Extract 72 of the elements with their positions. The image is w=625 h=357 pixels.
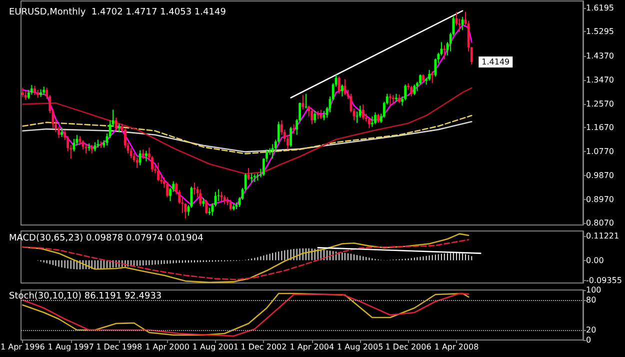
x-tick-label: 1 Apr 1996 [0,342,45,352]
x-tick-label: 1 Aug 1997 [48,342,94,352]
candlestick [310,108,314,125]
y-tick-label: 1.1670 [586,123,614,132]
candlestick [34,85,36,96]
text: EURUSD,Monthly 1.4702 1.4717 1.4053 1.4149 [9,8,226,18]
chart-title: MACD(30,65,23) 0.09878 0.07974 0.01904 [9,234,204,244]
line-series [22,114,472,154]
x-tick-label: 1 Apr 2008 [434,342,479,352]
y-tick-label: 0.00 [586,256,604,265]
candlestick [114,117,118,132]
candlestick [292,124,295,134]
candlestick [314,110,316,124]
candlestick [362,104,364,120]
y-tick-label: 100 [586,286,602,294]
candlestick [205,199,208,214]
y-tick-label: 1.4370 [586,52,614,61]
candlestick [413,84,416,96]
candlestick [138,150,142,166]
candlestick [30,84,33,96]
y-tick-label: 0 [586,336,592,344]
candlestick [271,144,274,160]
x-tick-label: 1 Dec 2002 [240,342,287,352]
annotation: 1.4149 [482,57,510,66]
candlestick [443,44,446,60]
x-tick-label: 1 Aug 2001 [192,342,239,352]
candlestick [388,93,392,106]
candlestick [290,126,292,148]
x-tick-label: 1 Dec 2006 [385,342,432,352]
y-tick-label: 0.11221 [586,231,620,240]
candlestick [304,93,308,109]
y-tick-label: 1.6195 [586,3,614,12]
y-tick-label: 1.3470 [586,75,614,84]
candlestick [338,76,340,94]
line-series [22,120,472,152]
y-tick-label: 1.2570 [586,99,614,108]
candlestick [142,148,144,160]
candlestick [377,113,380,124]
candlestick [410,85,413,97]
y-tick-label: 0.8070 [586,218,614,228]
candlestick [145,150,148,162]
candlestick [368,117,370,129]
candlestick [157,162,160,182]
candlestick [223,194,226,205]
candlestick [21,87,24,98]
y-tick-label: 80 [586,296,596,304]
y-tick-label: 20 [586,326,596,334]
y-tick-label: 1.5295 [586,27,614,36]
candlestick [28,89,30,100]
candlestick [247,168,250,180]
candlestick [136,156,138,169]
y-tick-label: 0.9870 [586,170,614,180]
candlestick [340,84,344,97]
candlestick [374,112,376,125]
y-tick-label: -0.09355 [586,276,622,286]
candlestick [370,116,374,128]
candlestick [94,142,96,152]
candlestick [166,182,168,198]
x-tick-label: 1 Apr 2000 [145,342,190,352]
line-series [22,87,472,174]
x-tick-label: 1 Aug 2005 [337,342,384,352]
candlestick [229,199,232,211]
candlestick [320,109,322,120]
candlestick [428,69,430,82]
candlestick [60,126,63,138]
chart-title: Stoch(30,10,10) 86.1191 92.4933 [9,292,162,302]
candlestick [302,94,304,110]
candlestick [199,188,202,206]
y-tick-label: 1.0770 [586,147,614,156]
x-tick-label: 1 Dec 1998 [96,342,142,352]
y-tick-label: 0.8970 [586,194,614,204]
x-tick-label: 1 Apr 2004 [290,342,334,352]
